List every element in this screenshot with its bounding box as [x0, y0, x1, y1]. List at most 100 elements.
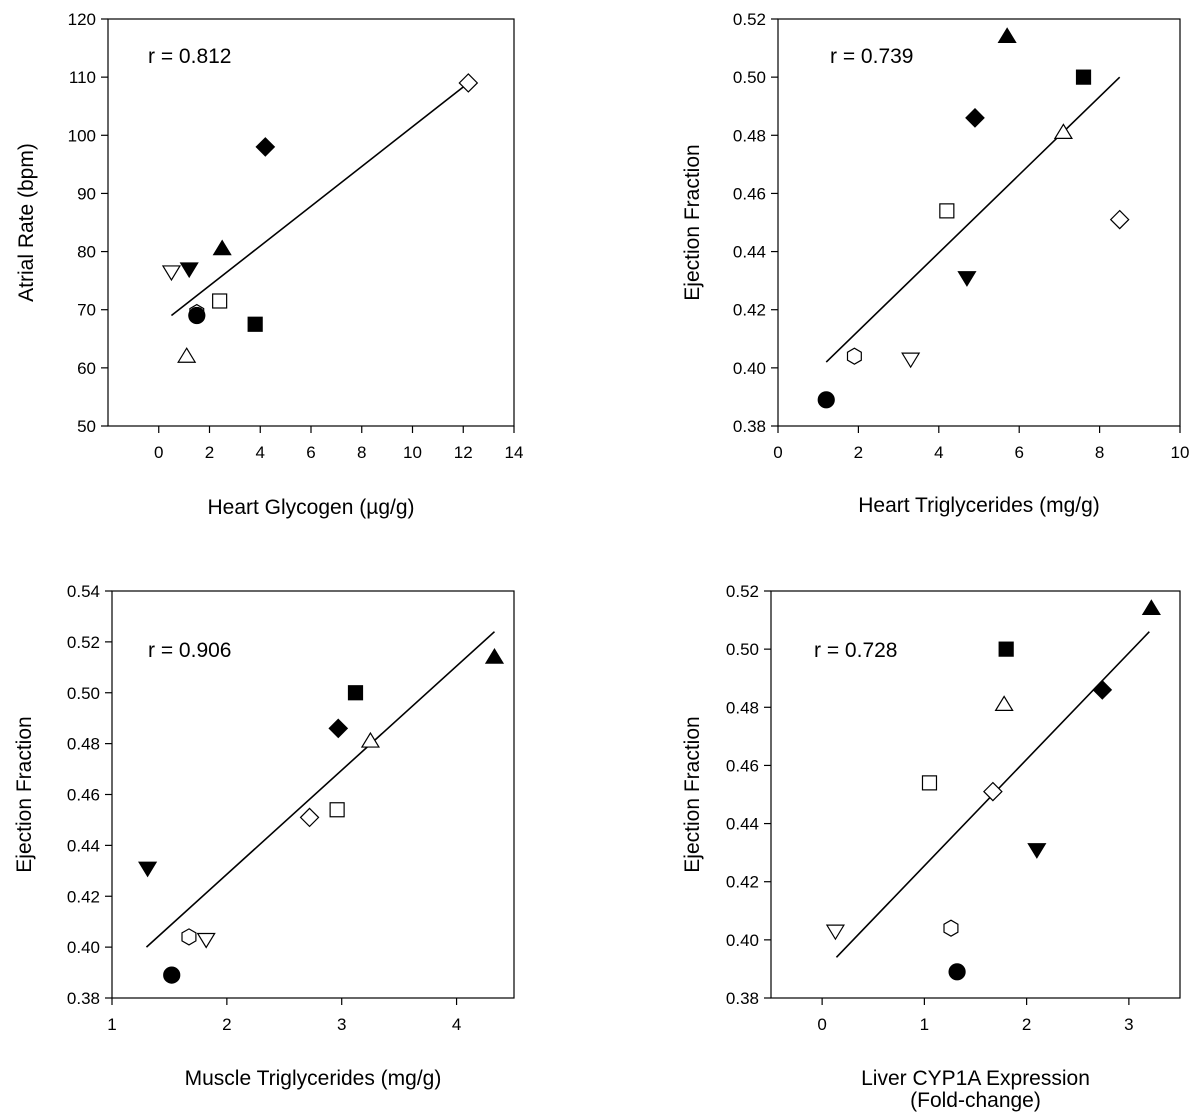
- data-point-circle-filled-9: [163, 966, 181, 984]
- data-point-square-open-5: [212, 293, 228, 309]
- y-tick-label: 0.46: [733, 184, 766, 203]
- data-point-triangle-down-filled-6: [1027, 843, 1047, 859]
- x-tick-label: 3: [1124, 1015, 1133, 1034]
- regression-line: [170, 82, 469, 317]
- panel-2: 0.38 0.40 0.42 0.44 0.46 0.48 0.50 0.52 0 2 4 6 8 10 H…: [681, 10, 1189, 517]
- y-tick-label: 0.52: [733, 10, 766, 29]
- x-tick-label: 6: [306, 443, 315, 462]
- x-axis-label: Heart Triglycerides (mg/g): [858, 494, 1100, 517]
- y-axis-label: Ejection Fraction: [13, 716, 36, 872]
- y-tick-label: 0.38: [726, 989, 759, 1008]
- y-tick-label: 0.46: [67, 786, 100, 805]
- data-point-triangle-down-open-4: [161, 265, 182, 282]
- data-point-square-filled-1: [1075, 69, 1092, 85]
- data-point-triangle-down-filled-3: [179, 262, 199, 279]
- x-tick-label: 4: [452, 1015, 461, 1034]
- data-point-diamond-open-5: [299, 807, 320, 828]
- x-tick-label: 14: [505, 443, 524, 462]
- plot-frame: [777, 18, 1181, 427]
- data-point-hexagon-open-7: [943, 919, 959, 937]
- data-point-square-filled-8: [247, 316, 263, 332]
- y-tick-label: 0.42: [733, 301, 766, 320]
- x-tick-label: 0: [817, 1015, 826, 1034]
- data-point-diamond-filled-2: [965, 107, 985, 128]
- y-tick-label: 0.48: [726, 698, 759, 717]
- y-tick-label: 0.50: [67, 684, 100, 703]
- data-point-triangle-up-filled-0: [484, 647, 505, 664]
- y-axis-label: Atrial Rate (bpm): [15, 143, 38, 302]
- data-point-circle-filled-7: [188, 306, 206, 325]
- data-point-circle-filled-9: [948, 963, 966, 981]
- x-axis-label-line: Heart Glycogen (µg/g): [207, 496, 414, 519]
- y-tick-label: 0.40: [733, 359, 766, 378]
- data-point-triangle-down-open-8: [196, 932, 216, 949]
- data-point-diamond-filled-2: [1092, 679, 1113, 700]
- y-tick-label: 50: [77, 417, 96, 436]
- data-point-diamond-open-5: [983, 781, 1003, 802]
- panel-4: 0.38 0.40 0.42 0.44 0.46 0.48 0.50 0.52 0 1 2 3 Live…: [681, 582, 1181, 1112]
- y-tick-label: 0.52: [726, 582, 759, 601]
- data-point-diamond-open-0: [458, 73, 479, 93]
- y-tick-label: 0.44: [733, 243, 766, 262]
- y-tick-label: 110: [69, 68, 96, 87]
- data-point-square-open-4: [939, 203, 955, 219]
- x-tick-label: 4: [256, 443, 265, 462]
- y-tick-label: 0.46: [726, 756, 759, 775]
- x-tick-label: 4: [934, 443, 943, 462]
- y-tick-label: 70: [77, 301, 96, 320]
- data-point-triangle-up-open-3: [994, 695, 1014, 711]
- y-tick-label: 0.40: [67, 938, 100, 957]
- data-point-triangle-down-filled-6: [138, 861, 158, 878]
- correlation-annotation: r = 0.728: [814, 639, 897, 662]
- y-tick-label: 0.44: [726, 815, 759, 834]
- x-axis-label-line: Muscle Triglycerides (mg/g): [185, 1067, 442, 1090]
- x-tick-label: 3: [337, 1015, 346, 1034]
- y-tick-label: 90: [77, 184, 96, 203]
- x-axis-label: Heart Glycogen (µg/g): [207, 496, 414, 519]
- x-axis-label-line: Heart Triglycerides (mg/g): [858, 494, 1100, 517]
- y-axis-label: Ejection Fraction: [681, 716, 704, 872]
- x-axis-label: Liver CYP1A Expression (Fold-change): [861, 1067, 1090, 1112]
- data-point-square-open-4: [921, 775, 938, 791]
- x-tick-label: 1: [107, 1015, 116, 1034]
- x-tick-label: 2: [854, 443, 863, 462]
- y-tick-label: 0.40: [726, 931, 759, 950]
- y-tick-label: 0.54: [67, 582, 100, 601]
- data-point-triangle-down-open-8: [825, 924, 845, 941]
- y-tick-label: 0.44: [67, 836, 100, 855]
- y-tick-label: 0.42: [67, 887, 100, 906]
- y-tick-label: 60: [77, 359, 96, 378]
- y-tick-label: 0.50: [726, 640, 759, 659]
- data-point-triangle-up-open-9: [177, 347, 197, 363]
- panel-3: 0.38 0.40 0.42 0.44 0.46 0.48 0.50 0.52 0.54 1 2 3 4…: [13, 582, 515, 1090]
- data-point-square-filled-1: [998, 641, 1014, 657]
- x-tick-label: 2: [222, 1015, 231, 1034]
- regression-line: [825, 76, 1121, 363]
- x-tick-label: 12: [454, 443, 473, 462]
- x-axis-label: Muscle Triglycerides (mg/g): [185, 1067, 442, 1090]
- data-point-triangle-down-filled-6: [957, 271, 977, 287]
- y-tick-label: 0.42: [726, 873, 759, 892]
- panel-1: 50 60 70 80 90 100 110 120 0 2 4 6 8 10 12 14 Heart Glyc…: [15, 10, 523, 519]
- y-tick-label: 0.52: [67, 633, 100, 652]
- regression-line: [145, 631, 496, 948]
- x-tick-label: 8: [357, 443, 366, 462]
- x-tick-label: 8: [1095, 443, 1104, 462]
- y-axis-label: Ejection Fraction: [681, 144, 704, 300]
- data-point-diamond-filled-1: [255, 137, 276, 157]
- x-tick-label: 6: [1014, 443, 1023, 462]
- y-tick-label: 80: [77, 243, 96, 262]
- x-tick-label: 10: [403, 443, 422, 462]
- data-point-hexagon-open-7: [846, 347, 862, 365]
- x-tick-label: 10: [1171, 443, 1190, 462]
- data-point-triangle-up-filled-0: [997, 27, 1017, 44]
- data-point-square-filled-1: [347, 685, 364, 701]
- x-tick-label: 1: [920, 1015, 929, 1034]
- y-tick-label: 0.38: [67, 989, 100, 1008]
- y-tick-label: 0.48: [67, 735, 100, 754]
- plot-frame: [770, 590, 1181, 999]
- data-point-triangle-up-filled-2: [212, 239, 232, 256]
- y-tick-label: 0.50: [733, 68, 766, 87]
- y-tick-label: 120: [68, 10, 96, 29]
- x-tick-label: 2: [1022, 1015, 1031, 1034]
